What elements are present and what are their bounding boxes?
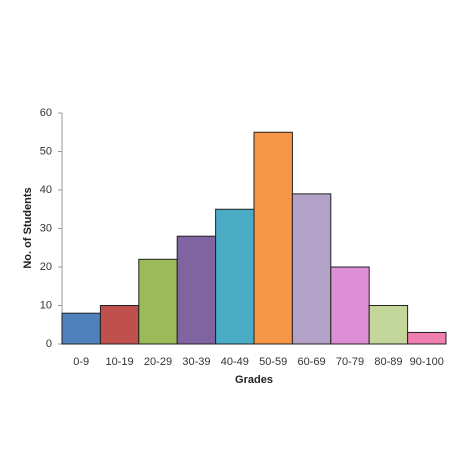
y-tick-label: 30	[40, 222, 52, 234]
bar	[61, 312, 101, 345]
x-tick-label: 30-39	[182, 356, 210, 368]
bar	[253, 131, 293, 345]
x-tick-label: 90-100	[410, 356, 444, 368]
x-tick-label: 70-79	[336, 356, 364, 368]
bar	[215, 208, 255, 345]
x-tick-label: 50-59	[259, 356, 287, 368]
y-tick-label: 40	[40, 184, 52, 196]
bar	[368, 305, 409, 345]
bar	[291, 193, 332, 345]
x-tick-label: 0-9	[73, 356, 89, 368]
x-axis-title: Grades	[235, 374, 273, 386]
y-tick-label: 50	[40, 145, 52, 157]
x-tick-label: 60-69	[298, 356, 326, 368]
bar	[407, 331, 447, 345]
x-tick-label: 10-19	[106, 356, 134, 368]
bar	[176, 235, 217, 345]
bar	[330, 266, 370, 345]
x-tick-label: 80-89	[374, 356, 402, 368]
y-tick-label: 0	[46, 338, 52, 350]
y-tick-label: 10	[40, 299, 52, 311]
x-tick-label: 20-29	[144, 356, 172, 368]
y-tick-label: 20	[40, 261, 52, 273]
x-tick-label: 40-49	[221, 356, 249, 368]
y-axis-title: No. of Students	[22, 187, 34, 268]
bar	[99, 305, 140, 345]
y-tick-label: 60	[40, 107, 52, 119]
bar	[138, 258, 178, 345]
